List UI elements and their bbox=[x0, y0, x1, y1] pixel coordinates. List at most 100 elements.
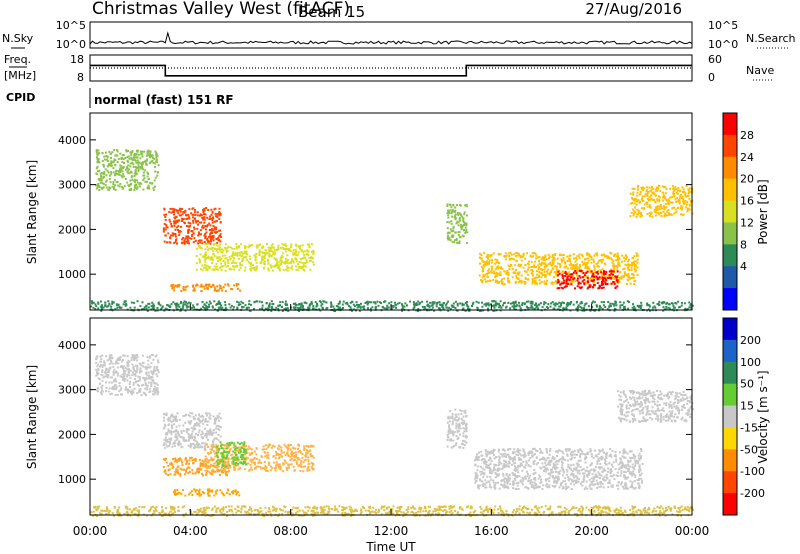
range-cell bbox=[121, 176, 124, 179]
range-cell bbox=[613, 255, 616, 258]
range-cell bbox=[108, 356, 111, 359]
range-cell bbox=[607, 277, 610, 279]
scatter-region-5 bbox=[478, 251, 639, 286]
range-cell bbox=[216, 256, 219, 259]
range-cell bbox=[103, 371, 106, 374]
range-cell bbox=[499, 253, 502, 256]
range-cell bbox=[206, 243, 209, 246]
range-cell bbox=[123, 301, 126, 303]
range-cell bbox=[219, 460, 222, 463]
range-cell bbox=[570, 279, 573, 282]
range-cell bbox=[691, 304, 694, 307]
range-cell bbox=[236, 300, 239, 303]
range-cell bbox=[222, 470, 225, 473]
range-cell bbox=[220, 468, 223, 471]
range-cell bbox=[667, 199, 670, 202]
colorbar-segment bbox=[723, 134, 737, 158]
range-cell bbox=[457, 430, 460, 432]
range-cell bbox=[552, 262, 555, 265]
range-cell bbox=[228, 493, 231, 496]
range-cell bbox=[582, 272, 585, 274]
range-cell bbox=[292, 251, 295, 254]
range-cell bbox=[188, 493, 190, 496]
range-cell bbox=[190, 237, 193, 240]
range-cell bbox=[216, 242, 219, 244]
range-cell bbox=[180, 493, 183, 495]
range-cell bbox=[271, 444, 274, 447]
range-cell bbox=[597, 287, 600, 290]
range-cell bbox=[302, 257, 304, 260]
range-cell bbox=[659, 190, 662, 193]
range-cell bbox=[565, 274, 568, 277]
range-cell bbox=[275, 249, 278, 252]
range-cell bbox=[147, 172, 150, 175]
range-cell bbox=[505, 271, 508, 274]
range-cell bbox=[154, 170, 157, 173]
range-cell bbox=[643, 203, 646, 206]
range-cell bbox=[235, 283, 238, 286]
range-cell bbox=[446, 221, 449, 224]
range-cell bbox=[189, 446, 192, 449]
range-cell bbox=[244, 461, 247, 464]
range-cell bbox=[581, 276, 584, 279]
range-cell bbox=[646, 202, 649, 205]
range-cell bbox=[251, 448, 253, 451]
range-cell bbox=[219, 266, 222, 269]
range-cell bbox=[298, 306, 301, 309]
range-cell bbox=[216, 248, 219, 251]
range-cell bbox=[333, 309, 336, 312]
range-cell bbox=[208, 247, 211, 250]
range-cell bbox=[199, 267, 202, 270]
range-cell bbox=[238, 494, 241, 497]
range-cell bbox=[651, 191, 654, 194]
range-cell bbox=[171, 427, 173, 430]
range-cell bbox=[648, 212, 651, 215]
range-cell bbox=[540, 276, 543, 279]
range-cell bbox=[293, 452, 296, 455]
range-cell bbox=[301, 244, 304, 247]
range-cell bbox=[572, 280, 575, 283]
range-cell bbox=[215, 267, 218, 270]
range-cell bbox=[184, 494, 187, 497]
range-cell bbox=[289, 250, 292, 252]
range-cell bbox=[239, 261, 242, 264]
range-cell bbox=[531, 265, 534, 268]
range-cell bbox=[194, 414, 197, 417]
range-cell bbox=[205, 471, 208, 474]
range-cell bbox=[175, 209, 178, 212]
range-cell bbox=[101, 159, 104, 162]
range-cell bbox=[145, 163, 148, 166]
range-cell bbox=[202, 218, 205, 221]
range-cell bbox=[201, 269, 204, 272]
range-cell bbox=[586, 252, 589, 255]
range-cell bbox=[506, 269, 509, 272]
range-cell bbox=[223, 494, 226, 497]
range-cell bbox=[288, 466, 290, 469]
range-cell bbox=[427, 304, 430, 307]
range-cell bbox=[258, 459, 261, 462]
range-cell bbox=[138, 185, 141, 188]
range-cell bbox=[608, 304, 611, 307]
range-cell bbox=[176, 242, 178, 245]
range-cell bbox=[307, 254, 310, 256]
range-cell bbox=[113, 178, 116, 181]
range-cell bbox=[307, 460, 310, 463]
range-cell bbox=[127, 368, 130, 370]
range-cell bbox=[503, 270, 506, 273]
range-cell bbox=[254, 258, 257, 261]
range-cell bbox=[478, 274, 481, 277]
range-cell bbox=[114, 154, 117, 157]
range-cell bbox=[688, 204, 691, 207]
range-cell bbox=[119, 388, 122, 391]
range-cell bbox=[167, 464, 170, 467]
range-cell bbox=[339, 306, 342, 309]
scatter-region-5 bbox=[172, 488, 241, 497]
range-cell bbox=[508, 265, 511, 268]
range-cell bbox=[211, 237, 214, 240]
range-cell bbox=[148, 377, 150, 380]
range-cell bbox=[619, 277, 621, 280]
range-cell bbox=[450, 230, 453, 233]
range-cell bbox=[663, 301, 666, 304]
range-cell bbox=[309, 257, 312, 260]
range-cell bbox=[640, 301, 643, 304]
